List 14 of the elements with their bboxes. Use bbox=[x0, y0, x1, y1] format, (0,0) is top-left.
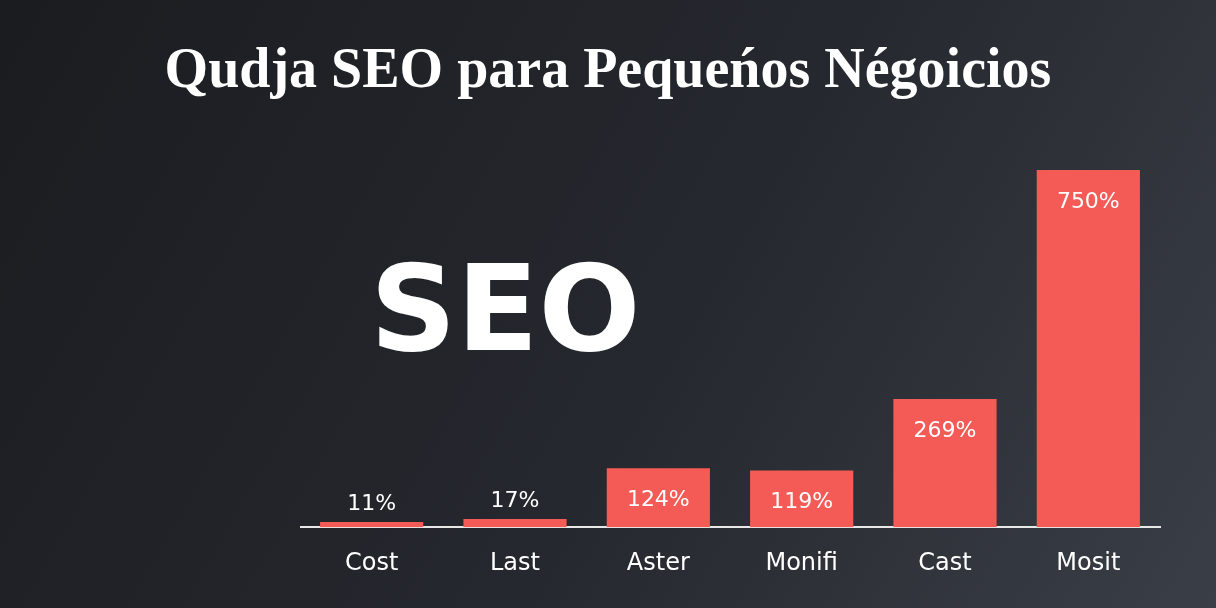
annotation: SEO bbox=[370, 239, 641, 378]
data-label: 11% bbox=[347, 489, 397, 515]
x-tick-label: Aster bbox=[626, 547, 690, 576]
x-tick-label: Cast bbox=[918, 547, 972, 576]
data-label: 17% bbox=[490, 486, 540, 512]
x-tick-label: Mosit bbox=[1056, 547, 1121, 576]
x-tick-label: Cost bbox=[344, 547, 399, 576]
chart-title: Qudja SEO para Pequeńos Négoicios bbox=[163, 36, 1053, 100]
data-label: 269% bbox=[913, 416, 977, 442]
data-label: 750% bbox=[1056, 187, 1120, 213]
data-label: 124% bbox=[626, 485, 690, 511]
data-label: 119% bbox=[770, 488, 834, 514]
x-tick-label: Last bbox=[490, 547, 540, 576]
x-tick-label: Monifi bbox=[765, 547, 838, 576]
